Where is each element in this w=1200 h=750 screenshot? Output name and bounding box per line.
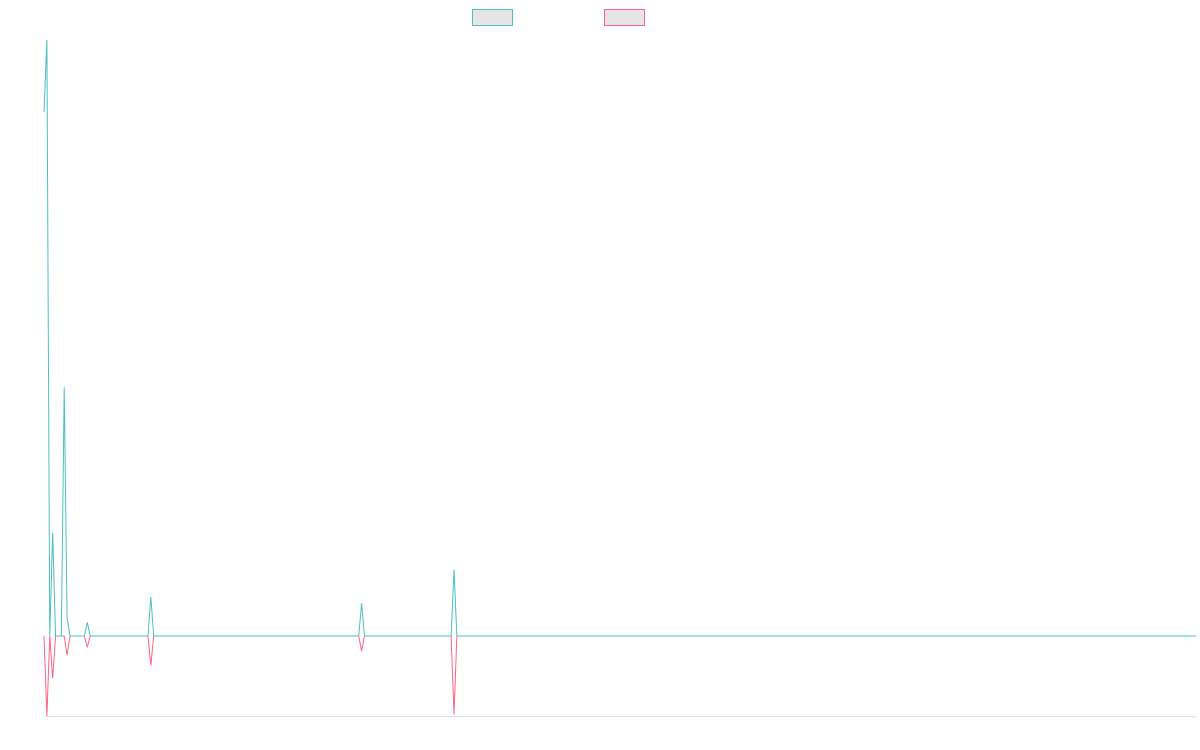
legend-swatch-1[interactable] [472, 9, 513, 26]
series-line-1 [43, 39, 1196, 637]
legend-swatch-2[interactable] [604, 9, 645, 26]
series-line-2 [43, 635, 1196, 717]
